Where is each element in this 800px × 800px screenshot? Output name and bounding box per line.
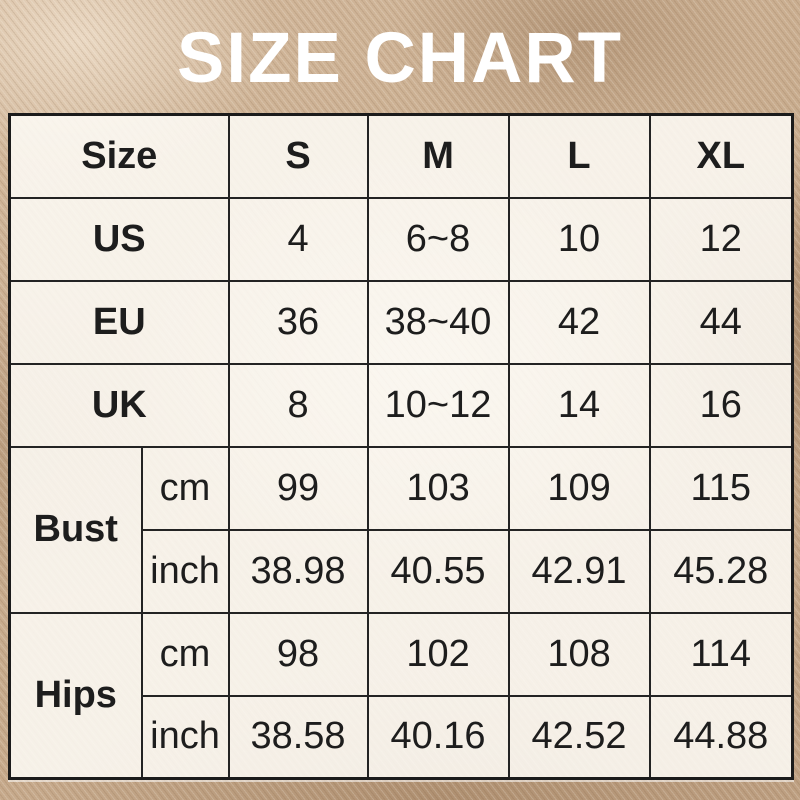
cell-uk-l: 14	[507, 362, 651, 448]
row-uk-label: UK	[8, 362, 230, 448]
cell-us-s: 4	[227, 196, 369, 282]
header-size-s: S	[227, 113, 369, 199]
row-hips-cm: Hips cm 98 102 108 114	[8, 611, 794, 780]
row-bust-label: Bust	[8, 445, 143, 614]
row-us: US 4 6~8 10 12	[8, 196, 794, 282]
header-size-xl: XL	[648, 113, 794, 199]
row-hips-label: Hips	[8, 611, 143, 780]
row-uk: UK 8 10~12 14 16	[8, 362, 794, 448]
header-size-l: L	[507, 113, 651, 199]
cell-eu-m: 38~40	[366, 279, 510, 365]
page-title: SIZE CHART	[177, 19, 623, 98]
cell-us-xl: 12	[648, 196, 794, 282]
hips-unit-cm: cm	[140, 611, 230, 697]
cell-bust-cm-s: 99	[227, 445, 369, 531]
row-hips-inch: inch 38.58 40.16 42.52 44.88	[10, 694, 794, 780]
header-size-label: Size	[8, 113, 230, 199]
cell-eu-xl: 44	[648, 279, 794, 365]
hips-unit-inch: inch	[140, 694, 230, 780]
cell-hips-cm-l: 108	[507, 611, 651, 697]
cell-hips-inch-s: 38.58	[227, 694, 369, 780]
cell-us-m: 6~8	[366, 196, 510, 282]
bust-unit-cm: cm	[140, 445, 230, 531]
cell-bust-inch-m: 40.55	[366, 528, 510, 614]
cell-bust-cm-m: 103	[366, 445, 510, 531]
row-bust-cm: Bust cm 99 103 109 115	[8, 445, 794, 614]
cell-uk-s: 8	[227, 362, 369, 448]
row-eu-label: EU	[8, 279, 230, 365]
header-size-m: M	[366, 113, 510, 199]
cell-uk-m: 10~12	[366, 362, 510, 448]
cell-eu-l: 42	[507, 279, 651, 365]
cell-bust-inch-xl: 45.28	[648, 528, 794, 614]
cell-bust-cm-l: 109	[507, 445, 651, 531]
cell-hips-cm-xl: 114	[648, 611, 794, 697]
bust-unit-inch: inch	[140, 528, 230, 614]
cell-hips-inch-m: 40.16	[366, 694, 510, 780]
cell-uk-xl: 16	[648, 362, 794, 448]
cell-hips-cm-s: 98	[227, 611, 369, 697]
cell-hips-inch-l: 42.52	[507, 694, 651, 780]
cell-us-l: 10	[507, 196, 651, 282]
cell-eu-s: 36	[227, 279, 369, 365]
cell-bust-cm-xl: 115	[648, 445, 794, 531]
row-bust-inch: inch 38.98 40.55 42.91 45.28	[10, 528, 794, 614]
row-eu: EU 36 38~40 42 44	[8, 279, 794, 365]
size-chart-table: Size S M L XL US 4 6~8 10 12 EU 36 38~40…	[8, 113, 795, 780]
cell-hips-inch-xl: 44.88	[648, 694, 794, 780]
header-row: Size S M L XL	[8, 113, 794, 199]
row-us-label: US	[8, 196, 230, 282]
cell-bust-inch-s: 38.98	[227, 528, 369, 614]
cell-hips-cm-m: 102	[366, 611, 510, 697]
cell-bust-inch-l: 42.91	[507, 528, 651, 614]
